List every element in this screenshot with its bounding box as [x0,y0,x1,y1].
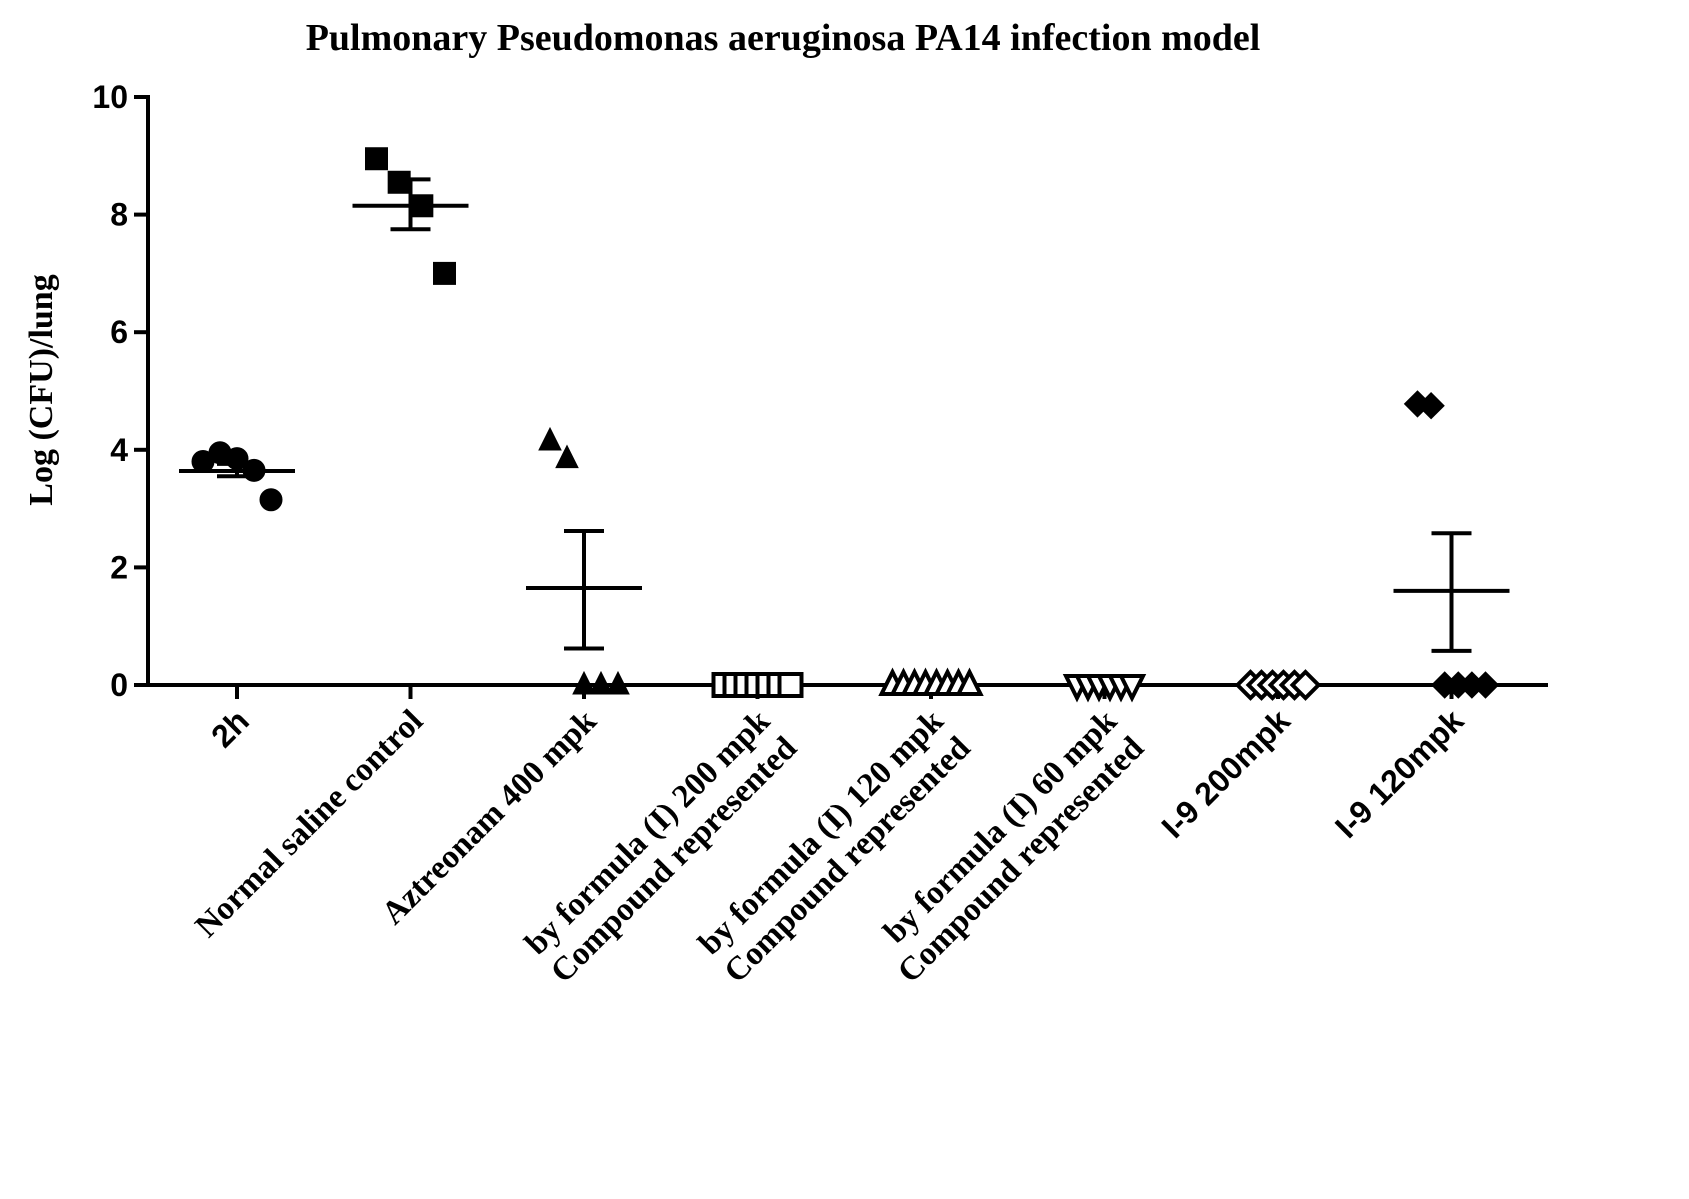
x-tick-label-line: 2h [204,702,256,754]
data-point [955,667,984,696]
chart-title: Pulmonary Pseudomonas aeruginosa PA14 in… [306,17,1261,59]
data-point [572,670,596,695]
x-tick-label: I-9 200mpk [1155,702,1298,845]
series-group [179,441,295,512]
data-point [589,670,613,695]
axes [146,95,1548,687]
y-tick-label: 0 [110,667,128,703]
series-group [1062,674,1147,703]
x-tick-label: 2h [204,702,256,754]
data-point [606,670,630,695]
y-ticks: 0 2 4 6 8 10 [92,79,148,703]
y-tick-label: 4 [110,432,128,468]
series-group [1234,669,1322,701]
y-tick-label: 8 [110,197,128,233]
x-tick-label: I-9 120mpk [1328,702,1471,845]
data-point [433,261,456,285]
series-group [711,672,804,698]
series-group [878,667,984,696]
data-point [365,147,388,171]
data-point [1289,669,1322,701]
chart: Pulmonary Pseudomonas aeruginosa PA14 in… [23,17,1548,990]
y-tick-label: 6 [110,314,128,350]
plot-area [179,147,1510,703]
data-point [777,672,804,698]
series-group [526,426,642,695]
x-tick-label-line: I-9 120mpk [1328,702,1471,845]
data-point [1471,671,1500,699]
y-tick-label: 10 [92,79,128,115]
data-point [1117,674,1147,703]
data-point [1417,391,1445,420]
y-tick-label: 2 [110,549,128,585]
data-point [259,488,283,512]
y-axis-label: Log (CFU)/lung [23,274,60,505]
series-group [352,147,469,285]
series-group [1393,390,1510,699]
data-point [387,170,411,194]
data-point [538,426,562,451]
data-point [555,444,579,469]
x-tick-label-line: I-9 200mpk [1155,702,1298,845]
